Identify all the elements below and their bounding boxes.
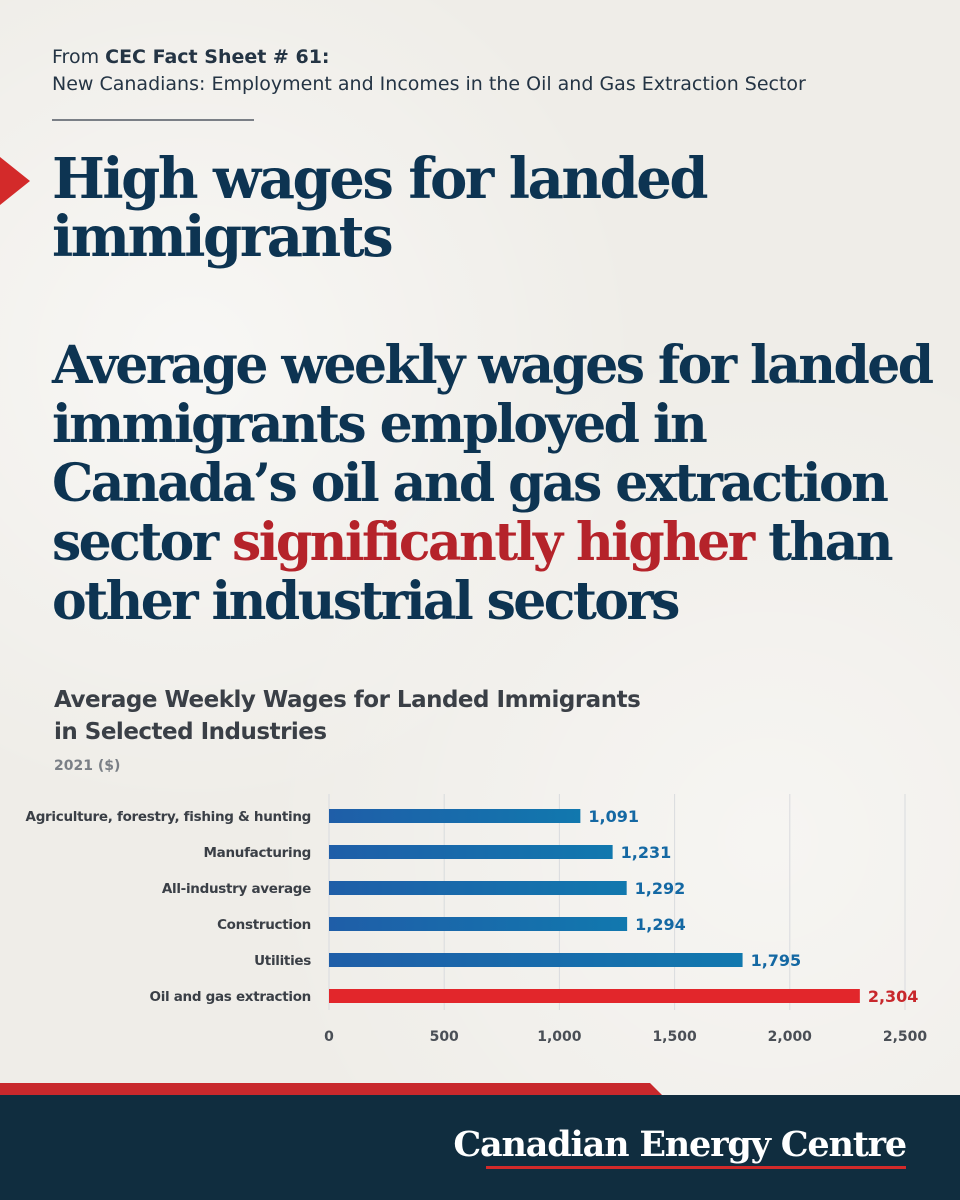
source-citation: From CEC Fact Sheet # 61: New Canadians:… <box>52 44 806 98</box>
source-title: New Canadians: Employment and Incomes in… <box>52 73 806 95</box>
x-tick-label: 1,000 <box>537 1029 582 1045</box>
red-arrow-marker <box>0 157 30 205</box>
fact-sheet-label: CEC Fact Sheet # 61: <box>105 46 330 68</box>
x-tick-label: 0 <box>324 1029 334 1045</box>
chart-title: Average Weekly Wages for Landed Immigran… <box>54 684 641 748</box>
brand-underline <box>486 1166 906 1169</box>
chart-title-line-2: in Selected Industries <box>54 719 327 745</box>
category-label: All-industry average <box>162 881 311 897</box>
bar-value-label: 1,091 <box>588 807 639 826</box>
x-tick-label: 2,000 <box>768 1029 813 1045</box>
bar <box>329 881 627 895</box>
x-tick-label: 2,500 <box>883 1029 928 1045</box>
category-label: Manufacturing <box>204 845 311 861</box>
headline-line-2: immigrants <box>52 204 394 270</box>
subhead-text-before: Average weekly wages for landed immigran… <box>52 335 934 573</box>
x-tick-label: 1,500 <box>652 1029 697 1045</box>
subhead-accent: significantly higher <box>232 512 755 573</box>
bar-value-label: 1,795 <box>751 951 802 970</box>
footer-bar <box>0 1095 960 1200</box>
bar-value-label: 2,304 <box>868 987 919 1006</box>
bar-value-label: 1,292 <box>635 879 686 898</box>
headline: High wages for landed immigrants <box>52 150 932 266</box>
headline-line-1: High wages for landed <box>52 146 709 212</box>
bar <box>329 989 860 1003</box>
divider <box>52 119 254 121</box>
subhead-text-after: than other industrial sectors <box>52 512 894 632</box>
brand-logo-text: Canadian Energy Centre <box>453 1124 907 1165</box>
bar <box>329 953 743 967</box>
subheadline: Average weekly wages for landed immigran… <box>52 336 942 631</box>
bar <box>329 917 628 931</box>
category-label: Agriculture, forestry, fishing & hunting <box>26 809 311 825</box>
category-label: Construction <box>217 917 311 933</box>
chart-subtitle: 2021 ($) <box>54 758 121 774</box>
x-tick-label: 500 <box>430 1029 459 1045</box>
bar <box>329 845 613 859</box>
chart-title-line-1: Average Weekly Wages for Landed Immigran… <box>54 687 641 713</box>
source-prefix: From <box>52 46 106 68</box>
category-label: Oil and gas extraction <box>150 989 311 1005</box>
bar-value-label: 1,294 <box>635 915 686 934</box>
bar <box>329 809 581 823</box>
category-label: Utilities <box>254 953 311 969</box>
bar-value-label: 1,231 <box>621 843 672 862</box>
bar-chart: 0 500 1,000 1,500 2,000 2,500 Agriculture, for… <box>26 794 928 1045</box>
source-line-1: From CEC Fact Sheet # 61: <box>52 44 806 71</box>
